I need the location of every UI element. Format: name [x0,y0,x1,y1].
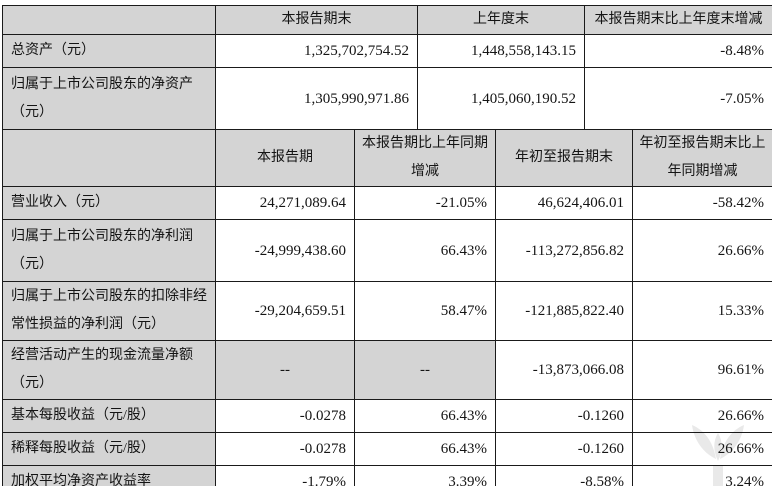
data-cell: -29,204,659.51 [215,281,355,341]
table-header-row: 本报告期末 上年度末 本报告期末比上年度末增减 [2,5,772,35]
col-header-current-period: 本报告期 [215,129,355,187]
data-cell: 26.66% [632,219,772,282]
data-cell: -0.0278 [215,432,355,466]
key-financials-reporting-period-table: 本报告期 本报告期比上年同期增减 年初至报告期末 年初至报告期末比上年同期增减 … [2,129,772,486]
table-row-operating-revenue: 营业收入（元） 24,271,089.64 -21.05% 46,624,406… [2,186,772,220]
data-cell: 96.61% [632,340,772,400]
data-cell: -- [215,340,355,400]
data-cell: -0.1260 [495,399,633,433]
row-label: 归属于上市公司股东的净资产（元） [2,67,216,130]
report-page: 本报告期末 上年度末 本报告期末比上年度末增减 总资产（元） 1,325,702… [2,5,772,486]
row-label: 归属于上市公司股东的净利润（元） [2,219,216,282]
data-cell: 3.24% [632,465,772,486]
data-cell: -- [354,340,496,400]
col-header-blank [2,129,216,187]
data-cell: -0.1260 [495,432,633,466]
data-cell: -21.05% [354,186,496,220]
data-cell: -13,873,066.08 [495,340,633,400]
row-label: 加权平均净资产收益率 [2,465,216,486]
data-cell: 26.66% [632,432,772,466]
data-cell: -24,999,438.60 [215,219,355,282]
col-header-prior-year-end: 上年度末 [417,5,585,35]
data-cell: 46,624,406.01 [495,186,633,220]
table-row-total-assets: 总资产（元） 1,325,702,754.52 1,448,558,143.15… [2,34,772,68]
table-row-net-profit-excl-nonrecurring: 归属于上市公司股东的扣除非经常性损益的净利润（元） -29,204,659.51… [2,281,772,341]
data-cell: -8.58% [495,465,633,486]
data-cell: 66.43% [354,399,496,433]
row-label: 营业收入（元） [2,186,216,220]
data-cell: 1,448,558,143.15 [417,34,585,68]
table-row-diluted-eps: 稀释每股收益（元/股） -0.0278 66.43% -0.1260 26.66… [2,432,772,466]
data-cell: -1.79% [215,465,355,486]
data-cell: 24,271,089.64 [215,186,355,220]
table-header-row: 本报告期 本报告期比上年同期增减 年初至报告期末 年初至报告期末比上年同期增减 [2,129,772,187]
data-cell: 3.39% [354,465,496,486]
data-cell: -0.0278 [215,399,355,433]
col-header-change-vs-prior-year-end: 本报告期末比上年度末增减 [584,5,772,35]
data-cell: 58.47% [354,281,496,341]
data-cell: 1,305,990,971.86 [215,67,418,130]
table-row-net-assets: 归属于上市公司股东的净资产（元） 1,305,990,971.86 1,405,… [2,67,772,130]
data-cell: 26.66% [632,399,772,433]
data-cell: -58.42% [632,186,772,220]
data-cell: 15.33% [632,281,772,341]
data-cell: 1,325,702,754.52 [215,34,418,68]
data-cell: 1,405,060,190.52 [417,67,585,130]
row-label: 基本每股收益（元/股） [2,399,216,433]
col-header-change-vs-same-period: 本报告期比上年同期增减 [354,129,496,187]
col-header-ytd-change-vs-same-period: 年初至报告期末比上年同期增减 [632,129,772,187]
row-label: 归属于上市公司股东的扣除非经常性损益的净利润（元） [2,281,216,341]
table-row-operating-cash-flow: 经营活动产生的现金流量净额（元） -- -- -13,873,066.08 96… [2,340,772,400]
row-label: 稀释每股收益（元/股） [2,432,216,466]
row-label: 经营活动产生的现金流量净额（元） [2,340,216,400]
data-cell: -121,885,822.40 [495,281,633,341]
col-header-current-period-end: 本报告期末 [215,5,418,35]
table-row-net-profit: 归属于上市公司股东的净利润（元） -24,999,438.60 66.43% -… [2,219,772,282]
col-header-blank [2,5,216,35]
data-cell: -113,272,856.82 [495,219,633,282]
row-label: 总资产（元） [2,34,216,68]
key-financials-period-end-table: 本报告期末 上年度末 本报告期末比上年度末增减 总资产（元） 1,325,702… [2,5,772,130]
data-cell: -7.05% [584,67,772,130]
table-row-weighted-avg-roe: 加权平均净资产收益率 -1.79% 3.39% -8.58% 3.24% [2,465,772,486]
data-cell: -8.48% [584,34,772,68]
data-cell: 66.43% [354,432,496,466]
col-header-year-to-date: 年初至报告期末 [495,129,633,187]
data-cell: 66.43% [354,219,496,282]
table-row-basic-eps: 基本每股收益（元/股） -0.0278 66.43% -0.1260 26.66… [2,399,772,433]
